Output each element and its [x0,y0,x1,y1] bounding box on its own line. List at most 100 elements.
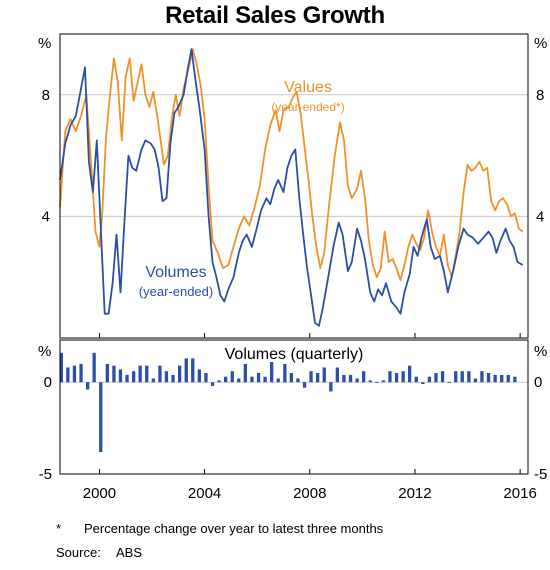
bar [329,382,333,392]
bar [506,374,510,383]
bar [348,374,353,383]
bar [355,378,359,383]
bar [118,369,123,383]
bar [164,371,169,383]
bar [427,376,432,383]
bar [99,382,103,452]
bar [500,374,504,383]
x-tick-label: 2012 [398,485,431,502]
bar [79,363,83,383]
unit-label: % [38,343,51,360]
top-panel-frame [59,33,529,339]
bar [440,371,445,383]
bar [66,367,70,383]
bar [105,363,109,383]
bar [513,376,517,383]
bar [283,363,287,383]
footnote-text: Percentage change over year to latest th… [84,521,384,536]
y-tick-label: 8 [42,87,50,104]
bar [184,358,188,383]
bar [86,382,90,390]
bar [224,376,228,383]
bar [270,362,274,383]
bar [368,380,372,383]
bar [309,371,313,383]
bar [394,373,399,383]
source-note: Source: ABS [56,545,142,560]
footnote: * Percentage change over year to latest t… [56,521,383,536]
y-tick-label: 0 [534,374,542,391]
series-label-volumes-sub: (year-ended) [139,284,213,299]
bar [467,371,471,383]
bar [486,373,491,383]
x-tick-label: 2016 [503,485,536,502]
bar [335,367,339,383]
bar [362,371,366,383]
bar [408,365,412,383]
bar [381,380,385,383]
bar [316,373,320,383]
bar [263,376,267,383]
bar [197,369,201,383]
bar [388,371,392,383]
bar [158,365,162,383]
bar [289,373,293,383]
bar [276,378,280,383]
bar [178,365,182,383]
bar [322,367,326,383]
bar [460,371,464,383]
series-label-values: Values [284,79,332,96]
source-label: Source: [56,545,101,560]
bar [493,374,497,383]
bar [210,382,215,386]
bar [434,373,438,383]
bar [401,371,405,383]
bar [256,373,261,383]
bar [421,382,425,384]
y-tick-label: 4 [42,208,50,225]
bar [138,365,142,383]
x-tick-label: 2008 [293,485,326,502]
bar [447,382,451,383]
bar [473,378,478,383]
bar [243,363,247,383]
bar [375,382,379,383]
series-label-volumes: Volumes [145,264,206,281]
bar [204,373,208,383]
y-tick-label: 0 [44,374,52,391]
unit-label: % [534,343,547,360]
bar [145,365,149,383]
bar [125,374,129,383]
bar [217,380,221,383]
bar [132,371,136,383]
y-tick-label: 8 [536,87,544,104]
bar [342,374,346,383]
x-tick-label: 2004 [188,485,221,502]
series-label-values-sub: (year-ended*) [271,100,344,114]
bar [250,376,254,383]
bar [454,371,458,383]
bar [296,378,300,383]
chart-title: Retail Sales Growth [165,2,385,29]
series-line-volumes [59,48,524,327]
bar [151,378,155,383]
bar [191,358,195,383]
y-tick-label: -5 [534,466,547,483]
bar [92,352,96,383]
bar [237,378,241,383]
series-line-values [59,48,524,282]
bar [171,374,175,383]
bar [59,352,63,383]
bottom-panel-frame [59,339,529,475]
bar [72,365,77,383]
y-tick-label: 4 [536,208,544,225]
bar [230,371,234,383]
bar [112,365,116,383]
unit-label: % [38,35,51,52]
bar [414,376,418,383]
bar [302,382,307,388]
bar [480,371,484,383]
x-tick-label: 2000 [83,485,116,502]
footnote-marker: * [56,521,62,536]
